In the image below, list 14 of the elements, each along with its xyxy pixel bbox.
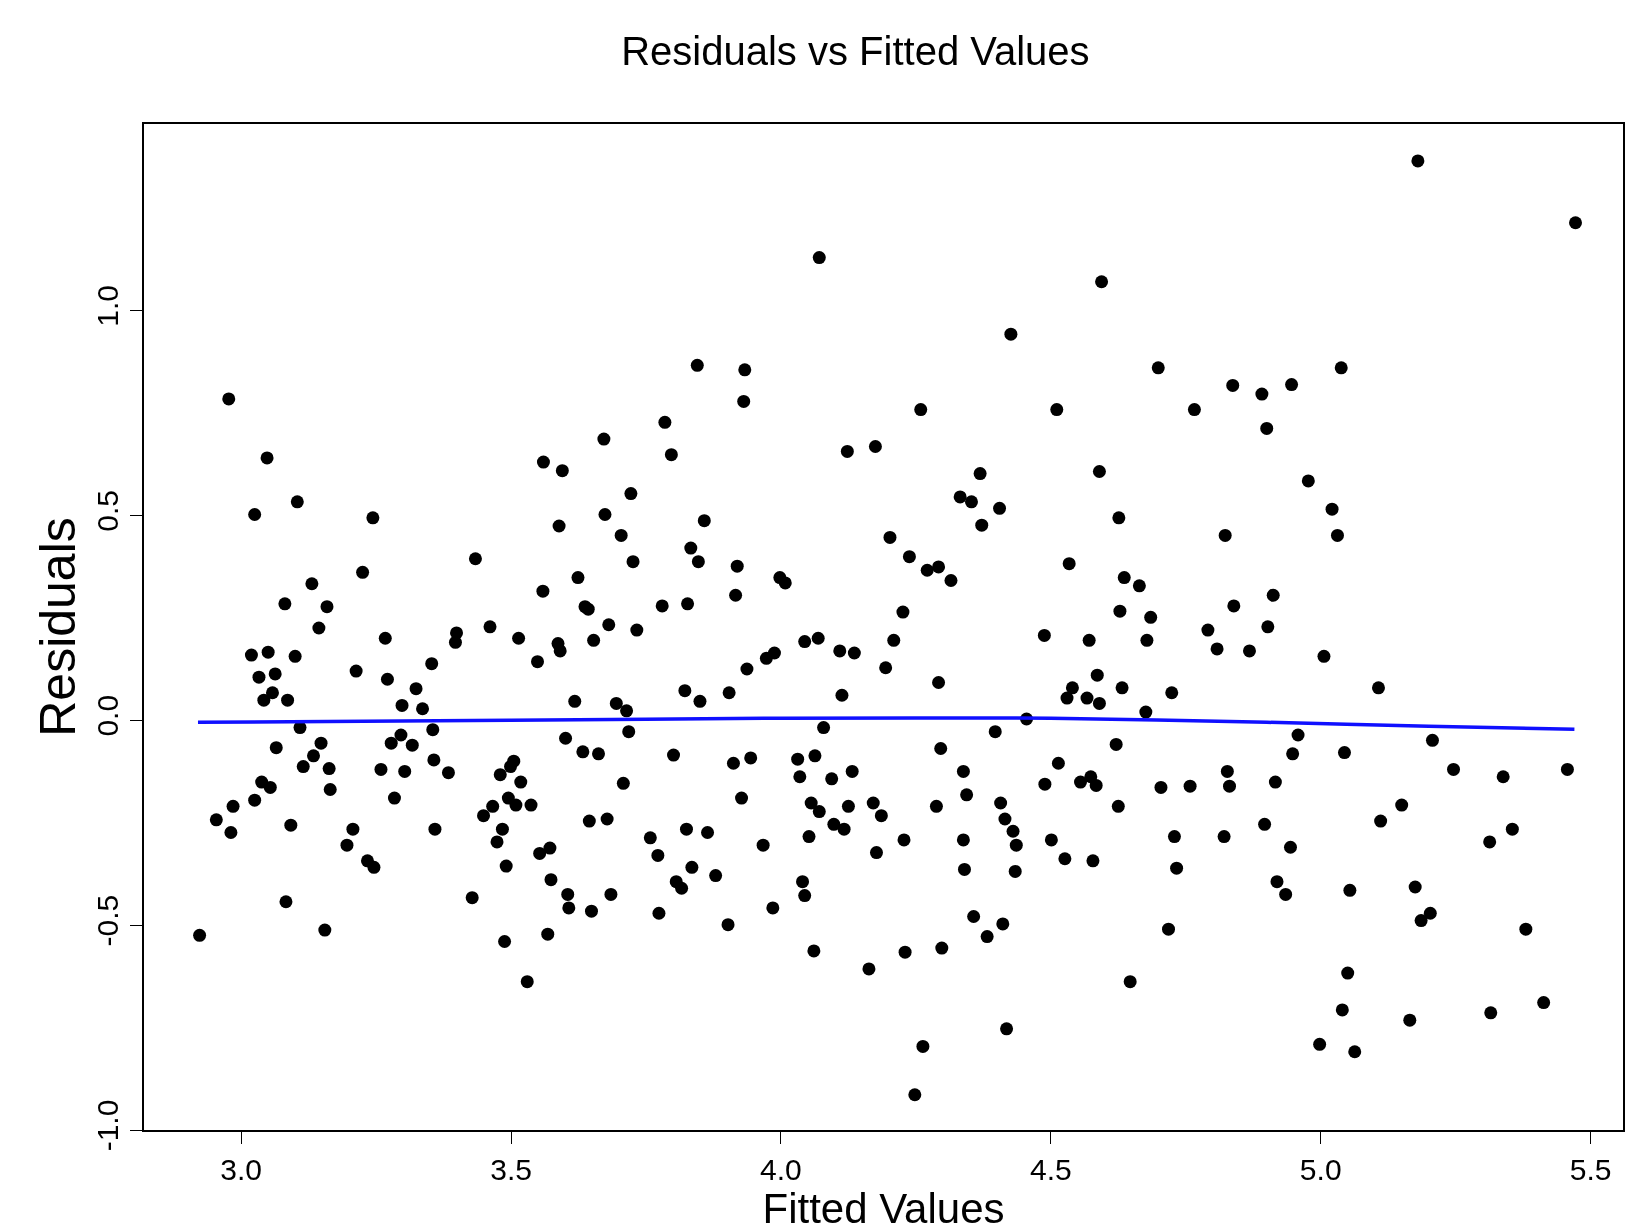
x-tick-label: 4.0: [760, 1152, 802, 1186]
y-tick-label: 1.0: [91, 285, 125, 327]
y-axis-title: Residuals: [29, 517, 86, 737]
x-tick-label: 5.5: [1569, 1152, 1612, 1186]
x-axis-title: Fitted Values: [762, 1185, 1005, 1232]
x-tick-label: 3.0: [220, 1152, 263, 1186]
y-tick-label: 0.0: [91, 694, 125, 737]
y-tick-label: 0.5: [91, 489, 125, 532]
x-tick-label: 4.5: [1029, 1152, 1072, 1186]
x-tick-label: 5.0: [1299, 1152, 1342, 1186]
y-tick-label: -0.5: [91, 894, 125, 947]
x-tick-label: 3.5: [490, 1152, 532, 1186]
y-tick-label: -1.0: [91, 1099, 125, 1152]
chart-title: Residuals vs Fitted Values: [621, 28, 1090, 73]
